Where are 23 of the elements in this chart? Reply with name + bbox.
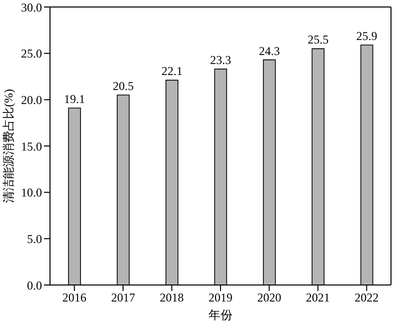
data-label: 22.1 (161, 64, 182, 78)
y-tick-label: 10.0 (21, 186, 42, 200)
x-tick-label: 2018 (160, 290, 184, 305)
x-tick-label: 2016 (62, 290, 86, 305)
y-tick-label: 5.0 (27, 232, 42, 246)
x-tick-label: 2019 (208, 290, 232, 305)
x-tick-label: 2017 (111, 290, 136, 305)
data-label: 25.5 (308, 32, 329, 47)
y-tick-label: 20.0 (21, 92, 42, 107)
y-axis-title: 清洁能源消费占比(%) (1, 89, 16, 203)
y-tick-label: 0.0 (27, 278, 42, 292)
data-label: 19.1 (64, 92, 86, 106)
y-tick-label: 30.0 (21, 0, 42, 14)
x-tick-label: 2020 (257, 290, 282, 305)
data-label: 23.3 (210, 53, 232, 68)
y-tick-label: 25.0 (21, 46, 42, 61)
y-tick-label: 15.0 (21, 139, 42, 154)
data-label: 20.5 (112, 79, 134, 94)
x-tick-label: 2022 (354, 290, 379, 305)
data-label: 24.3 (258, 44, 280, 58)
x-axis-title: 年份 (208, 308, 232, 322)
x-tick-label: 2021 (306, 290, 330, 305)
data-label: 25.9 (356, 28, 378, 43)
